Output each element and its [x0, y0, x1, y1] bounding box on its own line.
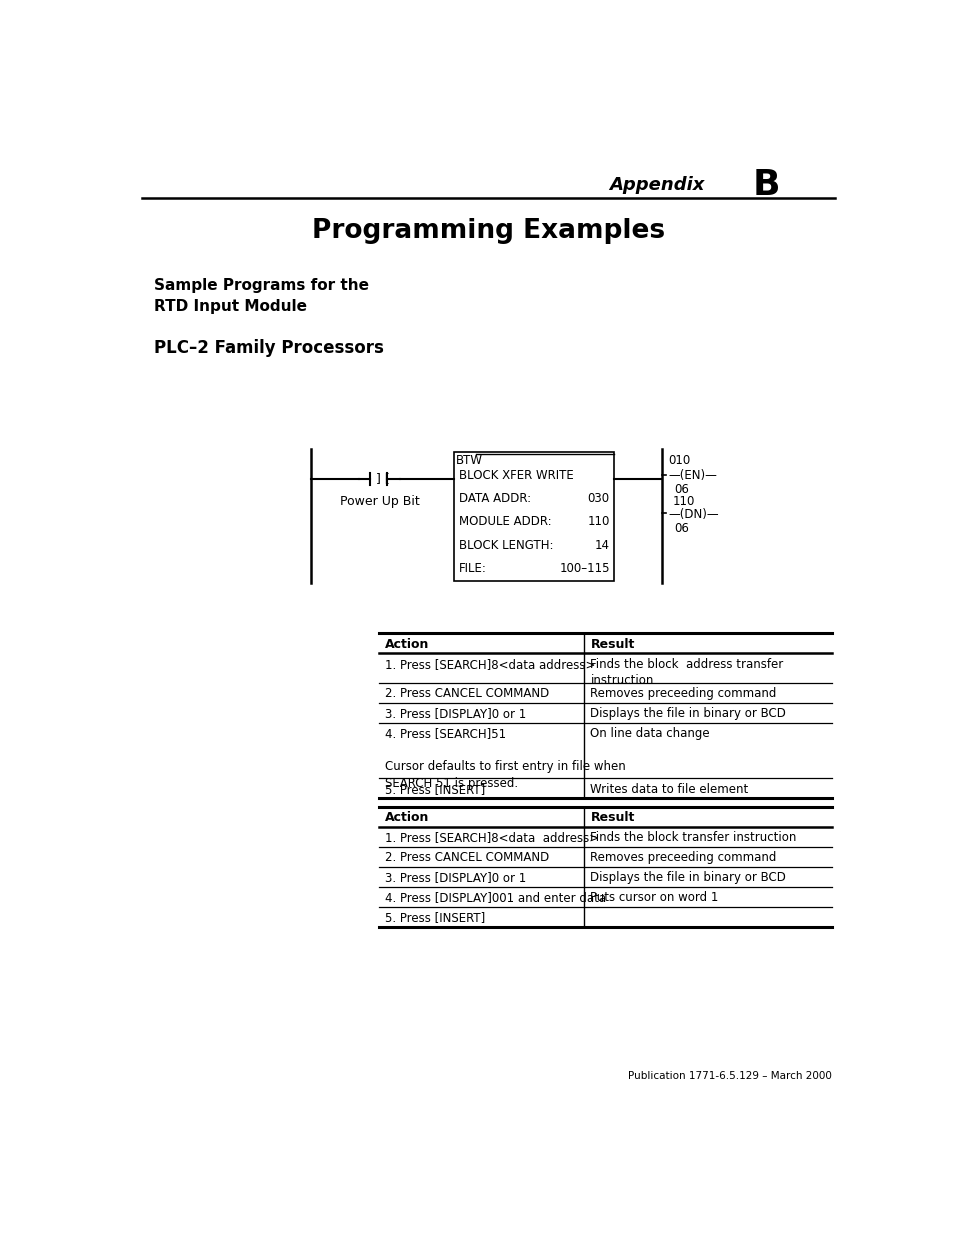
Text: 110: 110: [587, 515, 609, 529]
Text: 5. Press [INSERT]: 5. Press [INSERT]: [385, 911, 485, 924]
Text: 14: 14: [595, 538, 609, 552]
Text: 100–115: 100–115: [558, 562, 609, 574]
Text: Action: Action: [385, 811, 429, 824]
Text: Sample Programs for the
RTD Input Module: Sample Programs for the RTD Input Module: [154, 278, 369, 314]
Text: Result: Result: [590, 811, 634, 824]
Text: BTW: BTW: [456, 454, 483, 467]
Text: —(EN)—: —(EN)—: [667, 469, 716, 483]
Text: Removes preceeding command: Removes preceeding command: [590, 687, 776, 700]
Text: Puts cursor on word 1: Puts cursor on word 1: [590, 892, 718, 904]
Text: BLOCK LENGTH:: BLOCK LENGTH:: [458, 538, 553, 552]
Text: [: [: [382, 472, 389, 485]
Text: 1. Press [SEARCH]8<data  address>: 1. Press [SEARCH]8<data address>: [385, 831, 598, 845]
Text: Power Up Bit: Power Up Bit: [339, 495, 419, 508]
Text: DATA ADDR:: DATA ADDR:: [458, 493, 530, 505]
Text: Programming Examples: Programming Examples: [312, 219, 665, 245]
Text: 4. Press [DISPLAY]001 and enter data: 4. Press [DISPLAY]001 and enter data: [385, 892, 605, 904]
Text: MODULE ADDR:: MODULE ADDR:: [458, 515, 551, 529]
Text: 010: 010: [667, 454, 689, 467]
Text: Finds the block  address transfer
instruction: Finds the block address transfer instruc…: [590, 658, 782, 688]
Text: Appendix: Appendix: [608, 177, 703, 194]
Text: 5. Press [INSERT]: 5. Press [INSERT]: [385, 783, 485, 795]
Text: 06: 06: [674, 483, 688, 496]
Text: BLOCK XFER WRITE: BLOCK XFER WRITE: [458, 469, 573, 483]
Text: On line data change: On line data change: [590, 727, 709, 740]
Text: 1. Press [SEARCH]8<data address>: 1. Press [SEARCH]8<data address>: [385, 658, 595, 671]
Text: 2. Press CANCEL COMMAND: 2. Press CANCEL COMMAND: [385, 851, 549, 864]
Text: Action: Action: [385, 638, 429, 651]
Text: Displays the file in binary or BCD: Displays the file in binary or BCD: [590, 871, 785, 884]
Text: 06: 06: [674, 521, 688, 535]
Bar: [454, 452, 613, 580]
Text: Writes data to file element: Writes data to file element: [590, 783, 748, 795]
Text: PLC–2 Family Processors: PLC–2 Family Processors: [154, 340, 384, 357]
Text: 2. Press CANCEL COMMAND: 2. Press CANCEL COMMAND: [385, 687, 549, 700]
Text: 4. Press [SEARCH]51

Cursor defaults to first entry in file when
SEARCH 51 is pr: 4. Press [SEARCH]51 Cursor defaults to f…: [385, 727, 625, 789]
Text: 110: 110: [672, 495, 694, 509]
Text: ]: ]: [374, 472, 381, 485]
Text: Result: Result: [590, 638, 634, 651]
Text: Publication 1771-6.5.129 – March 2000: Publication 1771-6.5.129 – March 2000: [628, 1072, 831, 1082]
Text: Removes preceeding command: Removes preceeding command: [590, 851, 776, 864]
Text: 3. Press [DISPLAY]0 or 1: 3. Press [DISPLAY]0 or 1: [385, 708, 526, 720]
Text: —(DN)—: —(DN)—: [667, 508, 718, 521]
Text: Finds the block transfer instruction: Finds the block transfer instruction: [590, 831, 796, 845]
Text: 3. Press [DISPLAY]0 or 1: 3. Press [DISPLAY]0 or 1: [385, 871, 526, 884]
Text: FILE:: FILE:: [458, 562, 486, 574]
Text: B: B: [752, 168, 780, 203]
Text: Displays the file in binary or BCD: Displays the file in binary or BCD: [590, 708, 785, 720]
Text: 030: 030: [587, 493, 609, 505]
